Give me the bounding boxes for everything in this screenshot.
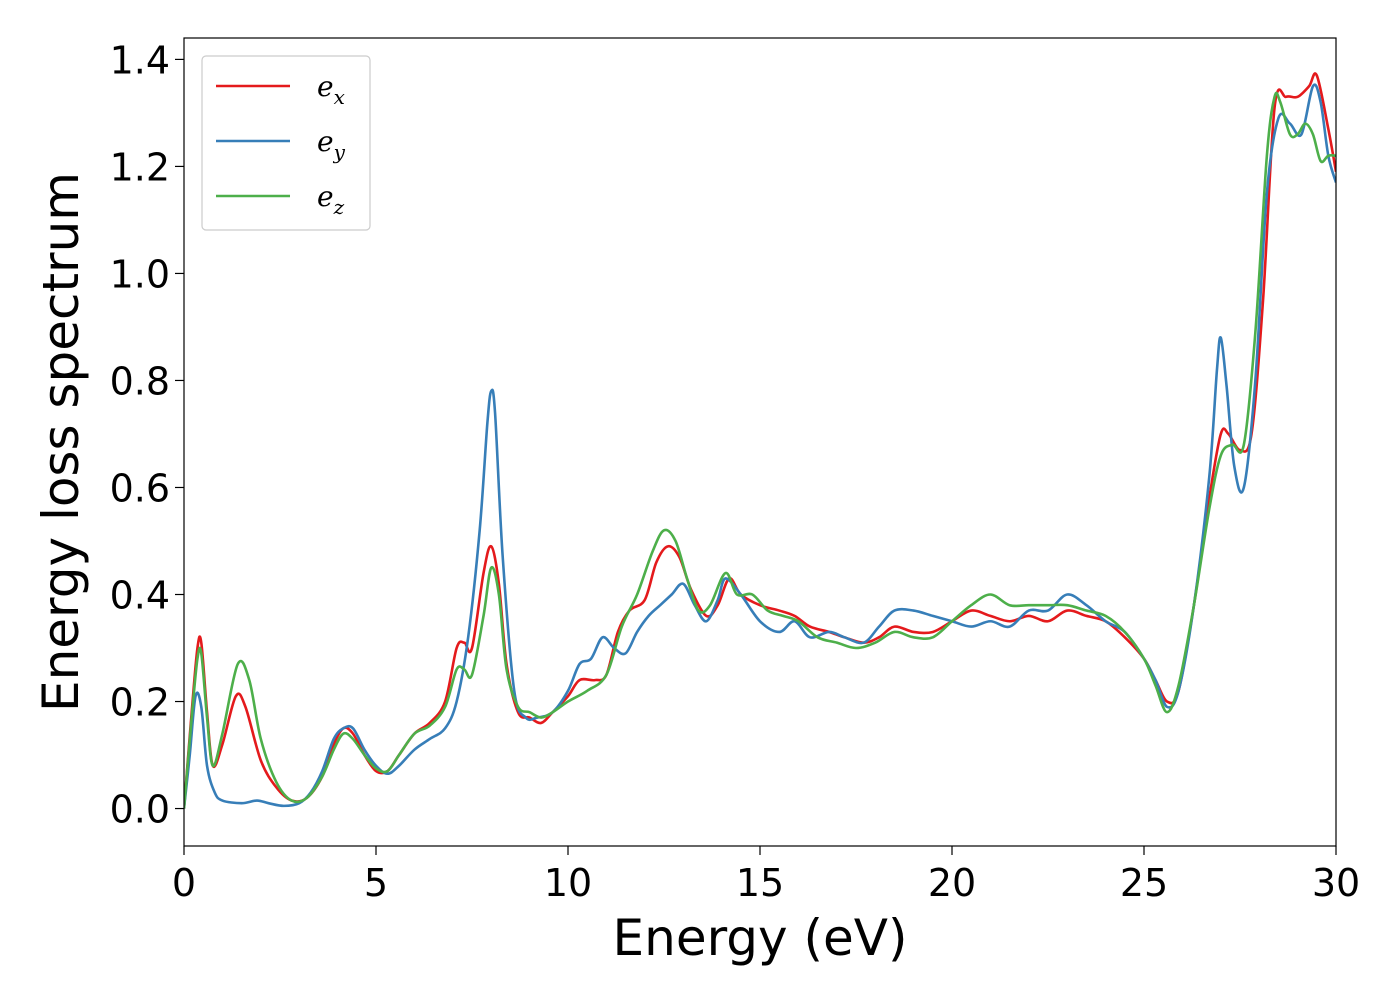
- series-line-z: [184, 91, 1336, 809]
- legend: ex ey ez: [201, 55, 371, 231]
- x-tick-label: 5: [364, 861, 388, 905]
- y-tick-label: 1.0: [110, 252, 170, 296]
- x-tick-label: 25: [1120, 861, 1168, 905]
- x-tick-label: 15: [736, 861, 784, 905]
- y-axis-ticks: 0.0 0.2 0.4 0.6 0.8 1.0 1.2 1.4: [110, 38, 184, 832]
- y-tick-label: 0.4: [110, 574, 170, 618]
- y-tick-label: 1.2: [110, 145, 170, 189]
- x-axis-ticks: 0 5 10 15 20 25 30: [172, 846, 1360, 905]
- legend-box: [201, 55, 371, 231]
- x-tick-label: 10: [544, 861, 592, 905]
- series-lines: [184, 72, 1336, 809]
- x-tick-label: 0: [172, 861, 196, 905]
- x-tick-label: 30: [1312, 861, 1360, 905]
- y-tick-label: 0.0: [110, 788, 170, 832]
- legend-label-x: ex: [317, 70, 345, 109]
- y-tick-label: 0.8: [110, 359, 170, 403]
- x-tick-label: 20: [928, 861, 976, 905]
- legend-label-z: ez: [317, 180, 345, 219]
- y-tick-label: 0.6: [110, 466, 170, 510]
- x-axis-title: Energy (eV): [613, 909, 908, 967]
- y-tick-label: 1.4: [110, 38, 170, 82]
- y-axis-title: Energy loss spectrum: [32, 172, 90, 712]
- y-tick-label: 0.2: [110, 681, 170, 725]
- series-line-y: [184, 83, 1336, 809]
- legend-label-y: ey: [317, 125, 346, 164]
